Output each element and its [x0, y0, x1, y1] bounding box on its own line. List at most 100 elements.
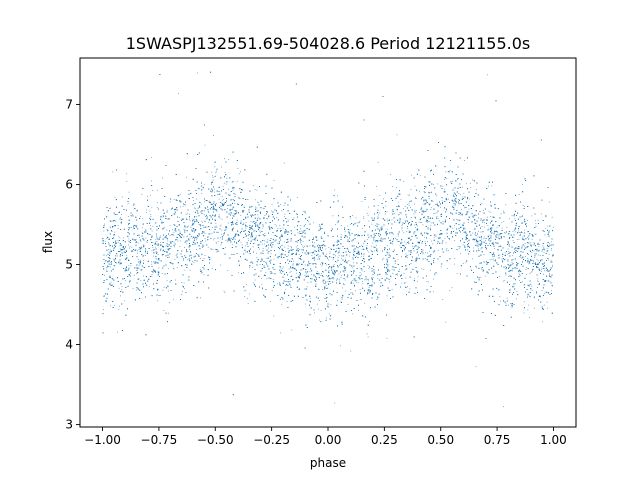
data-point: [327, 287, 329, 289]
data-point: [264, 240, 266, 242]
data-point: [201, 192, 203, 194]
data-point: [505, 302, 507, 304]
data-point: [247, 235, 249, 236]
data-point: [296, 272, 298, 274]
data-point: [348, 232, 350, 234]
data-point: [133, 274, 135, 276]
data-point: [384, 213, 386, 215]
data-point: [212, 175, 213, 177]
data-point: [458, 193, 460, 194]
data-point: [503, 210, 504, 212]
data-point: [156, 244, 158, 245]
data-point: [386, 264, 388, 265]
data-point: [356, 281, 358, 283]
data-point: [326, 297, 328, 298]
data-point: [287, 248, 289, 249]
data-point: [215, 242, 217, 244]
data-point: [535, 225, 537, 227]
data-point: [160, 235, 162, 237]
data-point: [339, 345, 341, 347]
data-point: [155, 251, 157, 253]
data-point: [395, 237, 397, 239]
data-point: [114, 231, 116, 233]
data-point: [162, 250, 164, 252]
data-point: [221, 199, 223, 201]
data-point: [167, 286, 169, 288]
data-point: [164, 237, 165, 239]
data-point: [355, 217, 357, 219]
data-point: [160, 245, 162, 246]
data-point: [137, 209, 138, 211]
data-point: [154, 243, 156, 245]
data-point: [274, 269, 276, 270]
data-point: [147, 205, 149, 207]
data-point: [114, 259, 116, 261]
data-point: [269, 301, 271, 303]
data-point: [520, 256, 521, 258]
data-point: [151, 230, 153, 232]
data-point: [428, 281, 430, 283]
data-point: [145, 254, 146, 256]
data-point: [501, 259, 503, 261]
data-point: [552, 266, 553, 267]
data-point: [263, 243, 265, 245]
data-point: [369, 258, 371, 259]
data-point: [446, 233, 448, 235]
data-point: [371, 281, 373, 282]
data-point: [218, 231, 219, 233]
data-point: [178, 224, 180, 226]
data-point: [326, 275, 328, 277]
data-point: [299, 231, 301, 233]
data-point: [110, 245, 112, 246]
data-point: [494, 230, 496, 232]
data-point: [425, 202, 427, 204]
data-point: [234, 239, 236, 240]
data-point: [344, 279, 346, 281]
data-point: [133, 205, 135, 207]
data-point: [468, 240, 470, 242]
data-point: [188, 213, 190, 215]
data-point: [113, 304, 115, 306]
data-point: [410, 239, 412, 241]
data-point: [537, 260, 539, 262]
data-point: [127, 203, 129, 204]
data-point: [528, 235, 530, 237]
data-point: [257, 210, 259, 212]
data-point: [506, 297, 508, 299]
data-point: [119, 248, 121, 250]
data-point: [180, 206, 181, 208]
data-point: [491, 258, 493, 260]
data-point: [228, 194, 229, 196]
data-point: [311, 255, 313, 256]
data-point: [189, 237, 191, 239]
data-point: [313, 222, 315, 224]
data-point: [484, 275, 486, 277]
data-point: [369, 259, 371, 260]
data-point: [407, 255, 409, 257]
data-point: [501, 236, 502, 238]
data-point: [512, 240, 514, 241]
data-point: [408, 222, 410, 224]
data-point: [466, 246, 468, 248]
data-point: [416, 210, 417, 211]
data-point: [316, 270, 318, 272]
data-point: [413, 213, 415, 215]
data-point: [433, 213, 435, 214]
data-point: [203, 246, 205, 247]
data-point: [424, 240, 426, 242]
data-point: [478, 217, 480, 219]
data-point: [203, 214, 205, 216]
data-point: [291, 248, 293, 250]
data-point: [396, 134, 398, 136]
data-point: [163, 309, 165, 311]
data-point: [228, 188, 229, 190]
data-point: [407, 257, 408, 258]
data-point: [272, 279, 274, 280]
data-point: [413, 232, 415, 234]
data-point: [527, 297, 528, 298]
data-point: [548, 259, 549, 261]
data-point: [264, 267, 266, 268]
data-point: [477, 236, 479, 238]
data-point: [289, 285, 291, 287]
data-point: [552, 226, 554, 228]
